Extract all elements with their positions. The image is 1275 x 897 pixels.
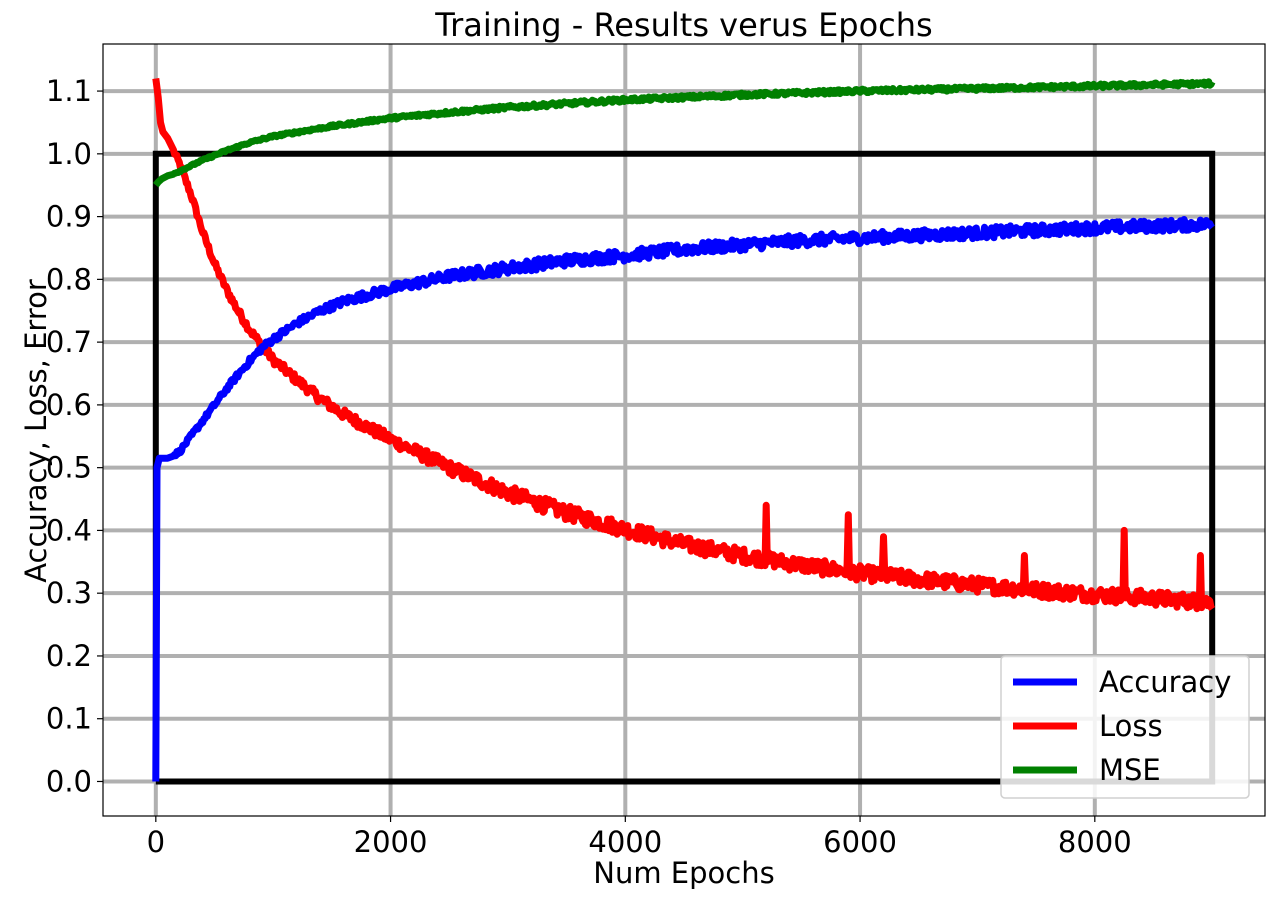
chart-title: Training - Results verus Epochs — [434, 6, 932, 44]
reference-box-line — [152, 150, 1216, 785]
y-tick-label: 1.1 — [46, 74, 92, 108]
legend: Accuracy Loss MSE — [1000, 655, 1250, 799]
x-tick-label: 4000 — [588, 825, 662, 859]
y-tick-label: 0.6 — [46, 388, 92, 422]
x-tick-label: 0 — [147, 825, 165, 859]
x-tick-label: 2000 — [354, 825, 428, 859]
x-tick-label: 8000 — [1058, 825, 1132, 859]
y-tick-label: 0.3 — [46, 576, 92, 610]
legend-label-accuracy: Accuracy — [1099, 665, 1231, 699]
reference-lines — [152, 150, 1216, 785]
y-tick-label: 0.9 — [46, 200, 92, 234]
series-line-loss — [152, 78, 1216, 613]
series-line-accuracy — [152, 216, 1215, 782]
y-axis-label: Accuracy, Loss, Error — [19, 279, 53, 583]
plot-frame — [102, 43, 1266, 817]
series-lines — [152, 78, 1216, 782]
legend-label-loss: Loss — [1099, 709, 1163, 743]
legend-box — [1000, 655, 1250, 799]
y-tick-label: 0.2 — [46, 639, 92, 673]
legend-label-mse: MSE — [1099, 753, 1161, 787]
series-line-mse — [153, 78, 1216, 188]
y-tick-label: 1.0 — [46, 137, 92, 171]
y-tick-label: 0.4 — [46, 513, 92, 547]
y-tick-label: 0.8 — [46, 262, 92, 296]
x-tick-label: 6000 — [823, 825, 897, 859]
y-tick-label: 0.7 — [46, 325, 92, 359]
y-tick-label: 0.1 — [46, 702, 92, 736]
x-axis-label: Num Epochs — [593, 856, 774, 890]
y-tick-label: 0.5 — [46, 451, 92, 485]
y-tick-label: 0.0 — [46, 764, 92, 798]
axis-ticks: 0 2000 4000 6000 8000 0.0 0.1 0.2 0.3 0.4 0.5 0.6 0.… — [46, 74, 1132, 859]
